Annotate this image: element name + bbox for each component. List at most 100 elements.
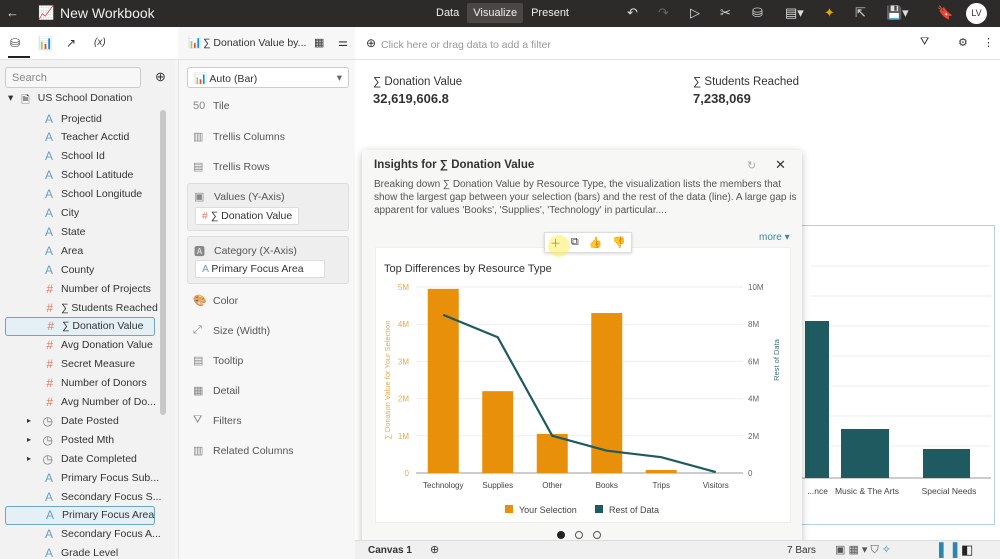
data-element[interactable]: A Teacher Acctid: [5, 128, 155, 147]
mode-data[interactable]: Data: [436, 7, 460, 19]
export-icon[interactable]: ⇱: [855, 5, 866, 20]
category-drop[interactable]: 🅰 Category (X-Axis) A Primary Focus Area: [187, 236, 349, 284]
data-element[interactable]: # Number of Projects: [5, 279, 155, 298]
tile-students[interactable]: ∑ Students Reached 7,238,069: [693, 76, 799, 106]
data-tab-icon[interactable]: ⛁: [10, 36, 21, 50]
bar-supplies[interactable]: [482, 391, 514, 473]
size-drop[interactable]: ⤢ Size (Width): [193, 324, 271, 337]
detail-drop[interactable]: ▦ Detail: [193, 384, 240, 398]
page-dot[interactable]: [593, 531, 601, 539]
data-element[interactable]: ▸ ◷ Date Completed: [5, 449, 155, 468]
add-canvas-icon[interactable]: ⊕: [430, 544, 440, 556]
data-element[interactable]: # ∑ Students Reached: [5, 298, 157, 317]
collapse-icon[interactable]: ▾: [8, 92, 14, 104]
calc-tab[interactable]: (x): [94, 37, 106, 48]
viz-tab-icon[interactable]: 📊: [38, 36, 53, 50]
data-element[interactable]: A Projectid: [5, 109, 155, 128]
related-columns-drop[interactable]: ▥ Related Columns: [193, 444, 294, 458]
data-element[interactable]: # Number of Donors: [5, 374, 155, 393]
back-icon[interactable]: ←: [6, 5, 19, 20]
data-element[interactable]: A School Latitude: [5, 166, 155, 185]
data-element[interactable]: A Secondary Focus A...: [5, 525, 161, 544]
save-icon[interactable]: 💾▾: [886, 5, 909, 20]
data-element[interactable]: A City: [5, 204, 155, 223]
bg-bar[interactable]: [841, 429, 889, 478]
refresh-icon[interactable]: ↻: [747, 160, 757, 172]
expand-icon[interactable]: ▸: [27, 416, 32, 426]
measure-icon: #: [46, 300, 53, 315]
data-element[interactable]: A School Id: [5, 147, 155, 166]
page-dot[interactable]: [575, 531, 583, 539]
insight-chart-card[interactable]: Top Differences by Resource Type 0 0 1M 2M 2M…: [375, 247, 791, 523]
narrate-icon[interactable]: ▤▾: [785, 5, 804, 20]
bar-books[interactable]: [591, 313, 623, 473]
mode-present[interactable]: Present: [531, 7, 569, 19]
data-element[interactable]: # ∑ Donation Value: [5, 316, 155, 336]
thumbs-up-icon[interactable]: 👍: [588, 237, 603, 249]
grammar-icon[interactable]: ▦: [314, 37, 325, 49]
data-element[interactable]: A Grade Level: [5, 544, 155, 559]
data-element[interactable]: A Secondary Focus S...: [5, 487, 161, 506]
tile-drop[interactable]: 50 Tile: [193, 100, 230, 112]
rest-of-data-line[interactable]: [442, 313, 717, 474]
canvas-tab[interactable]: Canvas 1: [368, 545, 412, 556]
redo-icon[interactable]: ↷: [658, 5, 669, 20]
data-element[interactable]: A State: [5, 222, 155, 241]
data-element[interactable]: A Primary Focus Sub...: [5, 468, 159, 487]
viz-name[interactable]: ∑ Donation Value by...: [203, 37, 307, 49]
expand-icon[interactable]: ▸: [27, 454, 32, 464]
trellis-rows-drop[interactable]: ▤ Trellis Rows: [193, 160, 270, 174]
copy-icon[interactable]: ⧉: [570, 236, 579, 248]
color-drop[interactable]: 🎨 Color: [193, 294, 239, 308]
data-element[interactable]: A School Longitude: [5, 185, 155, 204]
data-element[interactable]: # Avg Donation Value: [5, 336, 155, 355]
data-element[interactable]: A Primary Focus Area: [5, 505, 155, 525]
tile-donation[interactable]: ∑ Donation Value 32,619,606.8: [373, 76, 462, 106]
main-bar-chart[interactable]: ...nce Music & The Arts Special Needs: [790, 225, 995, 525]
category-pill[interactable]: A Primary Focus Area: [195, 260, 325, 278]
bg-bar[interactable]: [805, 321, 829, 478]
dataset-node[interactable]: ▾ 🗎 US School Donation: [8, 92, 132, 110]
add-data-icon[interactable]: ⊕: [155, 69, 166, 84]
more-link[interactable]: more ▾: [759, 232, 790, 243]
bookmark-icon[interactable]: 🔖: [937, 5, 954, 20]
data-icon[interactable]: ⛁: [752, 5, 763, 20]
settings-icon[interactable]: ⚙: [958, 37, 968, 49]
mode-visualize[interactable]: Visualize: [467, 3, 524, 23]
page-dot-active[interactable]: [557, 531, 565, 539]
bar-other[interactable]: [536, 433, 568, 473]
scrollbar[interactable]: [160, 110, 166, 415]
insights-icon[interactable]: ✦: [824, 5, 835, 20]
filter-icon[interactable]: ⛛: [920, 36, 930, 48]
undo-icon[interactable]: ↶: [627, 5, 638, 20]
data-element[interactable]: A County: [5, 260, 155, 279]
filter-bar[interactable]: Click here or drag data to add a filter: [381, 39, 551, 51]
properties-icon[interactable]: ⚌: [338, 37, 348, 49]
chart-type-select[interactable]: 📊 Auto (Bar) ▾: [187, 67, 349, 88]
data-element[interactable]: # Secret Measure: [5, 355, 155, 374]
data-element[interactable]: ▸ ◷ Date Posted: [5, 411, 155, 430]
trellis-columns-drop[interactable]: ▥ Trellis Columns: [193, 130, 285, 144]
tools-icon[interactable]: ✂: [720, 5, 731, 20]
values-pill[interactable]: # ∑ Donation Value: [195, 207, 300, 225]
thumbs-down-icon[interactable]: 👎: [612, 237, 626, 249]
values-drop[interactable]: ▣ Values (Y-Axis) # ∑ Donation Value: [187, 183, 349, 231]
data-element[interactable]: A Area: [5, 241, 155, 260]
tooltip-drop[interactable]: ▤ Tooltip: [193, 354, 244, 368]
close-icon[interactable]: ✕: [775, 157, 786, 172]
bar-technology[interactable]: [427, 288, 459, 473]
avatar[interactable]: LV: [966, 3, 987, 24]
search-input[interactable]: Search: [5, 67, 141, 88]
filters-drop[interactable]: ⛛ Filters: [193, 414, 242, 427]
add-filter-icon[interactable]: ⊕: [366, 36, 377, 50]
play-icon[interactable]: ▷: [690, 5, 700, 20]
analytics-tab-icon[interactable]: ↗: [66, 36, 77, 50]
panel-toggle-icons[interactable]: ▌▐ ◧: [939, 542, 974, 557]
expand-icon[interactable]: ▸: [27, 435, 32, 445]
layout-icons[interactable]: ▣ ▦ ▾ ⛉ ✧: [835, 544, 892, 556]
data-element[interactable]: # Avg Number of Do...: [5, 393, 156, 412]
bg-bar[interactable]: [923, 449, 970, 478]
more-icon[interactable]: ⋮: [983, 37, 994, 49]
data-element[interactable]: ▸ ◷ Posted Mth: [5, 430, 155, 449]
bar-trips[interactable]: [645, 470, 677, 473]
